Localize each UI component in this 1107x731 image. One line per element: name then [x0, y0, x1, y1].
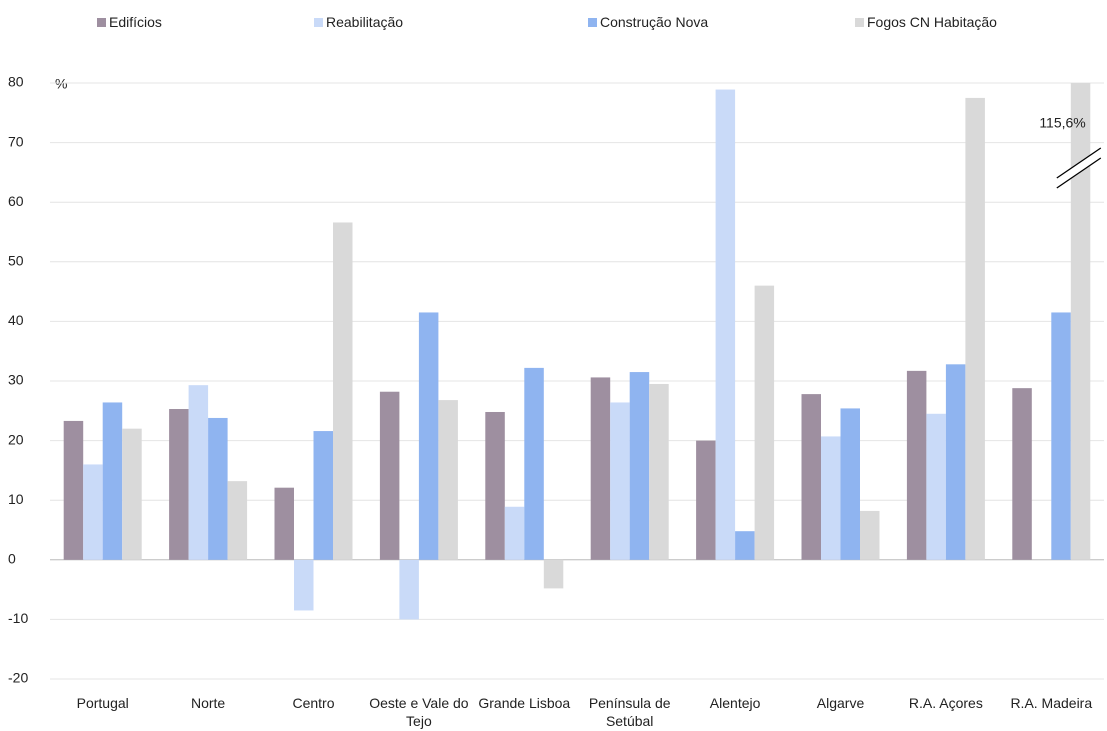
- y-tick-label: 10: [8, 491, 24, 507]
- bar: [696, 440, 716, 560]
- bar: [274, 487, 294, 560]
- y-tick-label: 30: [8, 372, 24, 388]
- bar: [860, 510, 880, 560]
- bar: [715, 89, 736, 560]
- legend-item: Fogos CN Habitação: [855, 14, 997, 30]
- bar: [208, 417, 228, 560]
- legend-item: Reabilitação: [314, 14, 403, 30]
- bar: [485, 411, 505, 560]
- bar: [1012, 388, 1032, 560]
- bar: [1051, 312, 1071, 560]
- bar: [840, 408, 860, 560]
- bar: [801, 394, 821, 560]
- legend-swatch: [97, 17, 106, 27]
- y-tick-label: 0: [8, 551, 16, 567]
- axis-break-line: [1056, 157, 1102, 189]
- bar: [735, 531, 755, 560]
- x-tick-label: Centro: [292, 695, 335, 711]
- x-tick-label: Norte: [190, 695, 226, 711]
- y-tick-label: 60: [8, 193, 24, 209]
- y-tick-label: 40: [8, 312, 24, 328]
- x-tick-label: Portugal: [76, 695, 129, 711]
- bar: [590, 377, 611, 560]
- y-tick-label: 80: [8, 74, 24, 90]
- y-tick-label: -20: [8, 670, 28, 686]
- bar: [227, 481, 248, 560]
- x-tick-label: Algarve: [816, 695, 865, 711]
- bar: [83, 464, 103, 560]
- bar: [418, 312, 439, 560]
- legend-label: Fogos CN Habitação: [867, 14, 997, 30]
- bar: [169, 409, 189, 560]
- legend-swatch: [855, 17, 864, 27]
- bar: [438, 400, 458, 560]
- bar: [629, 372, 650, 560]
- bar: [504, 506, 525, 560]
- bar: [333, 222, 353, 560]
- legend-label: Construção Nova: [600, 14, 709, 30]
- bar: [649, 383, 669, 560]
- bar: [399, 559, 419, 620]
- x-tick-label: R.A. Açores: [908, 695, 983, 711]
- bar: [102, 402, 123, 560]
- bar: [294, 559, 314, 611]
- bar: [122, 428, 142, 560]
- y-tick-label: -10: [8, 610, 28, 626]
- y-tick-label: 70: [8, 133, 24, 149]
- bar: [906, 370, 927, 560]
- bar: [63, 420, 84, 560]
- x-tick-label: Península de Setúbal: [588, 695, 671, 729]
- legend-label: Edifícios: [109, 14, 162, 30]
- bar: [543, 559, 564, 589]
- x-tick-label: Oeste e Vale do Tejo: [369, 695, 469, 729]
- bar: [926, 413, 946, 560]
- bar: [610, 402, 630, 560]
- x-tick-label: Grande Lisboa: [478, 695, 571, 711]
- legend-swatch: [314, 17, 323, 27]
- bars: [63, 83, 1091, 620]
- bar: [1070, 83, 1091, 560]
- legend-item: Construção Nova: [588, 14, 708, 30]
- x-tick-label: Alentejo: [709, 695, 761, 711]
- bar: [965, 97, 985, 560]
- bar: [754, 285, 775, 560]
- bar: [821, 436, 841, 560]
- y-tick-label: 50: [8, 253, 24, 269]
- bar: [379, 391, 400, 560]
- bar: [313, 431, 333, 560]
- bar: [524, 367, 544, 560]
- y-tick-label: 20: [8, 431, 24, 447]
- bar: [945, 364, 966, 560]
- bar: [188, 385, 209, 560]
- value-label: 115,6%: [1039, 115, 1085, 131]
- x-tick-label: R.A. Madeira: [1010, 695, 1093, 711]
- y-axis-label: %: [55, 76, 67, 92]
- legend-label: Reabilitação: [326, 14, 404, 30]
- axis-break-line: [1056, 147, 1102, 179]
- legend-item: Edifícios: [97, 14, 162, 30]
- axis-break: [1056, 148, 1101, 188]
- legend-swatch: [588, 17, 597, 27]
